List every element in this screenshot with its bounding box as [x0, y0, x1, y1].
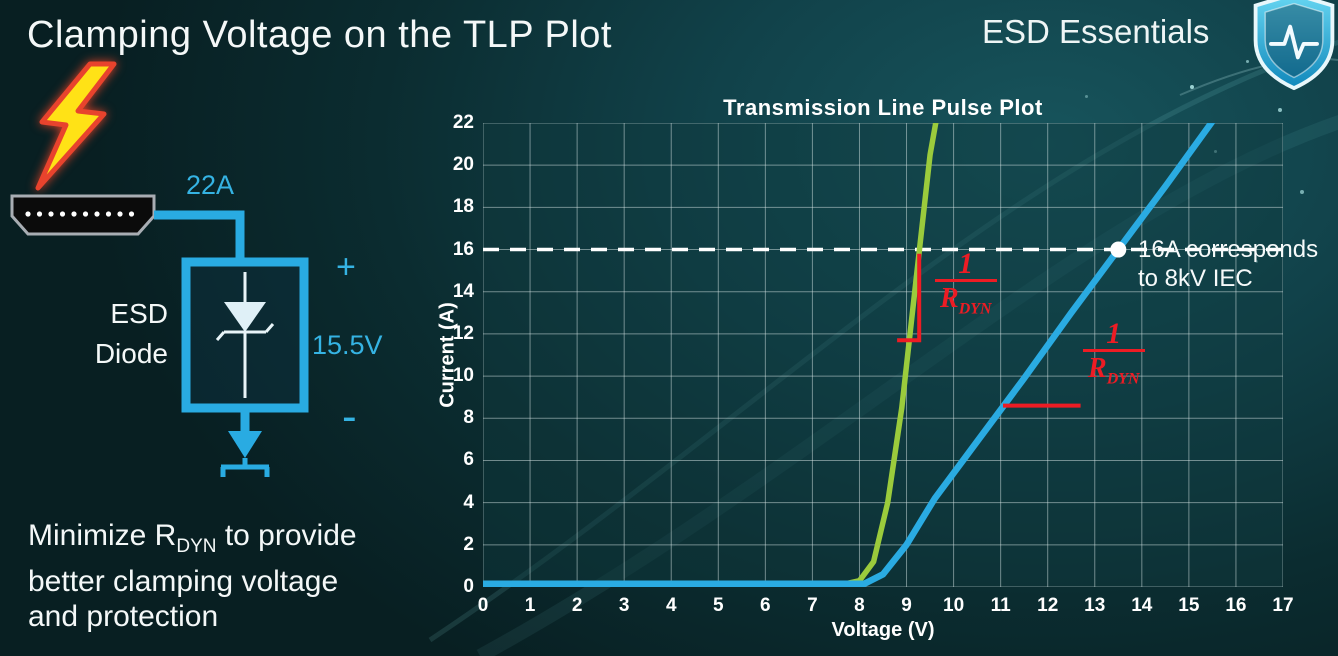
surge-current-label: 22A: [186, 170, 235, 200]
rdyn-slope-indicator: [897, 253, 922, 343]
clamp-voltage-label: 15.5V: [312, 330, 383, 360]
marker-annotation-line2: to 8kV IEC: [1138, 265, 1253, 292]
x-tick-label: 12: [1037, 595, 1059, 616]
series-blue-curve-high-rdyn: [479, 98, 1230, 588]
minus-label: -: [342, 392, 357, 441]
y-tick-label: 8: [463, 407, 474, 429]
x-tick-label: 3: [618, 595, 630, 616]
y-tick-label: 20: [452, 154, 474, 176]
y-tick-label: 4: [463, 491, 474, 513]
y-tick-label: 18: [452, 196, 474, 218]
ground-symbol-icon: [220, 408, 270, 477]
x-tick-label: 13: [1084, 595, 1106, 616]
takeaway-line3: and protection: [28, 600, 219, 633]
x-tick-label: 9: [901, 595, 912, 616]
y-tick-label: 0: [463, 576, 474, 597]
takeaway-line2: better clamping voltage: [28, 565, 339, 598]
x-tick-label: 1: [524, 595, 536, 616]
rdyn-fraction-green: 1 RDYN: [935, 249, 997, 327]
x-tick-label: 7: [807, 595, 818, 616]
tlp-chart: Transmission Line Pulse Plot Current (A)…: [430, 95, 1338, 656]
x-tick-label: 2: [571, 595, 583, 616]
particle-dot: [1190, 85, 1194, 89]
brand-title: ESD Essentials: [982, 13, 1210, 50]
x-tick-label: 0: [477, 595, 489, 616]
y-tick-label: 22: [452, 112, 474, 133]
x-tick-label: 16: [1225, 595, 1247, 616]
x-tick-label: 14: [1131, 595, 1153, 616]
rdyn-fraction-blue: 1 RDYN: [1083, 319, 1145, 397]
device-label: ESD Diode: [58, 294, 168, 374]
x-axis-title: Voltage (V): [831, 619, 935, 641]
plot-background: [483, 123, 1283, 587]
plus-label: +: [336, 248, 356, 286]
marker-annotation-line1: 16A corresponds: [1138, 236, 1319, 263]
x-tick-label: 5: [712, 595, 724, 616]
x-tick-label: 10: [943, 595, 965, 616]
x-tick-label: 11: [990, 595, 1011, 616]
y-tick-label: 14: [452, 280, 474, 302]
chart-title: Transmission Line Pulse Plot: [723, 95, 1043, 120]
y-tick-label: 2: [463, 533, 474, 555]
x-tick-label: 4: [665, 595, 677, 616]
device-label-line1: ESD: [110, 298, 168, 329]
wire: [154, 210, 245, 266]
y-axis-title: Current (A): [436, 302, 459, 408]
x-tick-label: 6: [760, 595, 771, 616]
pulse-icon: [1269, 24, 1319, 60]
plot-canvas: [479, 98, 1284, 588]
lightning-bolt-icon: [35, 61, 117, 191]
marker-annotation: 16A corresponds to 8kV IEC: [1138, 235, 1318, 293]
device-label-line2: Diode: [94, 338, 168, 369]
x-tick-label: 8: [854, 595, 865, 616]
x-tick-label: 17: [1272, 595, 1294, 616]
y-tick-label: 6: [463, 449, 474, 471]
hdmi-connector-icon: [10, 194, 156, 236]
x-tick-label: 15: [1178, 595, 1200, 616]
y-tick-label: 16: [452, 238, 474, 260]
y-tick-label: 10: [452, 365, 474, 387]
marker-point: [1110, 241, 1127, 258]
takeaway-line1: Minimize RDYN to provide: [28, 519, 357, 557]
takeaway-text: Minimize RDYN to provide better clamping…: [28, 518, 357, 634]
plot-area: 16A corresponds to 8kV IEC 1 RDYN 1 RDYN: [479, 98, 1318, 588]
esd-schematic: 22A + 15.5V - ESD Diode: [0, 0, 430, 520]
zener-diode-icon: [215, 272, 275, 398]
y-tick-label: 12: [452, 322, 474, 344]
shield-logo-icon: [1253, 0, 1335, 91]
page-title: Clamping Voltage on the TLP Plot: [27, 14, 612, 56]
